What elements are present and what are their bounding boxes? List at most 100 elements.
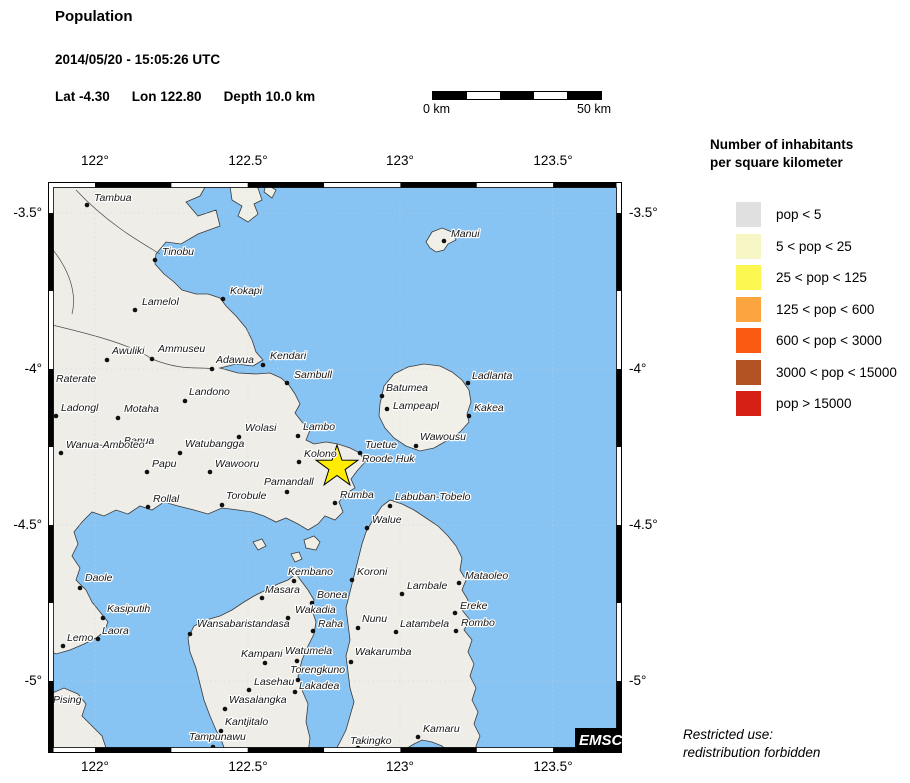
city-dot [284, 489, 290, 495]
city-label: Kantjitalo [225, 716, 268, 728]
emsc-badge: EMSC [575, 728, 622, 750]
city-dot [182, 398, 188, 404]
scale-max-label: 50 km [576, 102, 611, 116]
legend-label: 5 < pop < 25 [776, 238, 852, 254]
legend-item: 25 < pop < 125 [736, 265, 897, 290]
city-dot [387, 503, 393, 509]
legend-item: pop > 15000 [736, 391, 897, 416]
city-dot [284, 380, 290, 386]
city-dot [466, 413, 472, 419]
city-label: Ladongl [61, 402, 99, 414]
longitude-tick-label: 122.5° [228, 153, 268, 168]
event-coordinates: Lat -4.30 Lon 122.80 Depth 10.0 km [55, 89, 337, 104]
city-dot [379, 393, 385, 399]
city-dot [452, 610, 458, 616]
city-dot [60, 643, 66, 649]
city-dot [294, 658, 300, 664]
city-label: Takingko [350, 735, 392, 747]
city-dot [177, 450, 183, 456]
city-label: Kamaru [423, 723, 460, 735]
city-dot [292, 689, 298, 695]
graticule [48, 182, 622, 753]
legend-label: pop > 15000 [776, 396, 852, 411]
city-dot [152, 257, 158, 263]
city-label: Batumea [386, 382, 428, 394]
city-dot [295, 677, 301, 683]
legend-label: 25 < pop < 125 [776, 270, 867, 285]
city-dot [219, 502, 225, 508]
city-dot [149, 356, 155, 362]
city-label: Benua [124, 435, 155, 447]
legend-item: 125 < pop < 600 [736, 296, 897, 322]
city-dot [453, 628, 459, 634]
city-label: Raha [318, 618, 343, 630]
scale-segment [533, 92, 568, 99]
city-dot [144, 469, 150, 475]
city-dot [145, 504, 151, 510]
city-label: Laora [102, 625, 129, 637]
latitude-tick-label: -5° [24, 673, 42, 688]
city-dot [291, 578, 297, 584]
legend-swatch [736, 202, 761, 227]
legend-swatch [736, 359, 761, 385]
city-label: Pamandall [264, 476, 314, 488]
scale-bar: 0 km 50 km [423, 91, 611, 116]
city-label: Sambull [294, 369, 333, 381]
legend-swatch [736, 233, 761, 259]
city-label: Koroni [357, 566, 388, 578]
city-label: Wakarumba [355, 646, 412, 658]
city-dot [355, 625, 361, 631]
city-dot [465, 380, 471, 386]
city-dot [260, 362, 266, 368]
city-label: Tinobu [162, 246, 194, 258]
city-label: Kakea [474, 402, 504, 414]
city-dot [209, 366, 215, 372]
city-dot [296, 459, 302, 465]
city-dot [222, 706, 228, 712]
city-label: Wawooru [215, 458, 259, 470]
event-depth: Depth 10.0 km [223, 89, 316, 104]
city-label: Manui [451, 228, 480, 240]
map-canvas: Tambua Tinobu Lamelol Kokapi Manui Awuliki Amm… [48, 182, 622, 753]
legend-item: 5 < pop < 25 [736, 233, 897, 259]
city-label: Nunu [362, 613, 387, 625]
city-label: Masara [265, 584, 300, 596]
city-label: Latambela [400, 618, 449, 630]
restriction-line1: Restricted use: [683, 727, 774, 742]
restriction-line2: redistribution forbidden [683, 744, 821, 760]
legend-label: 3000 < pop < 15000 [776, 364, 897, 380]
scale-zero-label: 0 km [423, 102, 451, 116]
latitude-tick-label: -4.5° [629, 517, 658, 532]
city-dot [262, 660, 268, 666]
city-dot [84, 202, 90, 208]
city-dot [95, 636, 101, 642]
longitude-tick-label: 123° [386, 153, 414, 168]
city-dot [310, 628, 316, 634]
latitude-tick-label: -3.5° [629, 205, 658, 220]
city-label: Wasalangka [229, 694, 287, 706]
city-label: Pising [53, 694, 82, 706]
city-label: Walue [372, 514, 402, 526]
legend-swatch [736, 296, 761, 322]
legend-swatch [736, 265, 761, 290]
city-dot [207, 469, 213, 475]
city-label: Kolono [304, 448, 337, 460]
latitude-tick-label: -4.5° [13, 517, 42, 532]
city-dot [132, 307, 138, 313]
emsc-credit-text: EMSC [579, 732, 622, 749]
city-dot [295, 433, 301, 439]
city-label: Watumela [285, 645, 332, 657]
city-dot [220, 296, 226, 302]
city-dot [309, 600, 315, 606]
longitude-tick-label: 122.5° [228, 759, 268, 774]
city-dot [348, 659, 354, 665]
event-datetime: 2014/05/20 - 15:05:26 UTC [55, 52, 221, 67]
scale-segment [466, 92, 501, 99]
city-dot [285, 615, 291, 621]
event-lat: Lat -4.30 [55, 89, 110, 104]
legend-item: 3000 < pop < 15000 [736, 359, 897, 385]
city-label: Watubangga [185, 438, 245, 450]
longitude-tick-label: 122° [81, 759, 109, 774]
city-label: Lambo [303, 421, 335, 433]
